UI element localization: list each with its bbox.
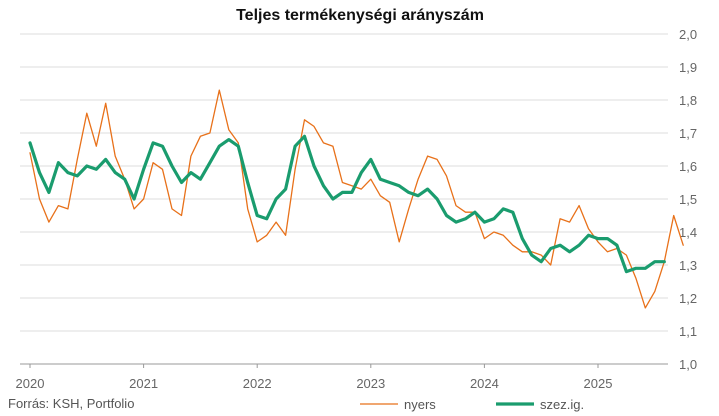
series-lines [28,89,684,309]
x-tick-label: 2024 [470,376,499,391]
legend-label: szez.ig. [540,397,584,412]
y-tick-label: 1,0 [679,357,697,372]
legend-label: nyers [404,397,436,412]
y-tick-label: 1,6 [679,159,697,174]
chart-title: Teljes termékenységi arányszám [236,7,484,24]
series-line-nyers [29,89,684,309]
x-tick-label: 2021 [129,376,158,391]
y-tick-label: 1,1 [679,324,697,339]
grid [20,33,668,365]
source-note: Forrás: KSH, Portfolio [8,396,134,411]
y-tick-label: 1,8 [679,93,697,108]
y-tick-label: 2,0 [679,27,697,42]
x-axis: 2020 2021 2022 2023 2024 2025 [16,364,613,391]
series-line-szezig [28,134,666,274]
legend: nyers szez.ig. [360,397,584,412]
y-tick-label: 1,7 [679,126,697,141]
y-tick-label: 1,2 [679,291,697,306]
y-tick-label: 1,9 [679,60,697,75]
y-tick-label: 1,4 [679,225,697,240]
y-tick-label: 1,3 [679,258,697,273]
x-tick-label: 2022 [243,376,272,391]
x-tick-label: 2020 [16,376,45,391]
y-tick-label: 1,5 [679,192,697,207]
y-axis: 2,0 1,9 1,8 1,7 1,6 1,5 1,4 1,3 1,2 1,1 1,0 [679,27,697,372]
x-tick-label: 2023 [356,376,385,391]
x-tick-label: 2025 [584,376,613,391]
